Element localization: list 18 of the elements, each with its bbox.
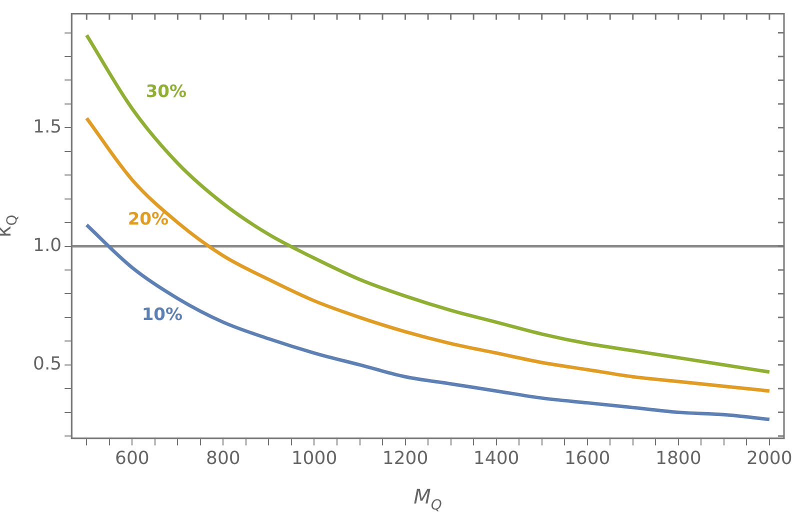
y-tick-label: 1.0 [32, 234, 62, 256]
line-series [84, 223, 772, 422]
x-tick-label: 600 [114, 448, 150, 469]
y-tick-label: 1.5 [32, 116, 62, 138]
series-label: 30% [146, 82, 187, 102]
x-tick-label: 1000 [291, 448, 338, 469]
series-label: 10% [142, 305, 183, 326]
x-tick-label: 1400 [473, 448, 520, 469]
x-tick-label: 2000 [746, 448, 792, 469]
line-series [84, 33, 772, 374]
x-tick-label: 1800 [655, 448, 702, 469]
series-label: 20% [128, 209, 169, 230]
line-series [84, 116, 772, 393]
y-axis-title: κQ [0, 214, 21, 238]
x-tick-label: 800 [206, 448, 240, 469]
x-tick-label: 1600 [564, 448, 610, 469]
x-tick-label: 1200 [382, 448, 428, 469]
y-tick-label: 0.5 [32, 354, 62, 375]
